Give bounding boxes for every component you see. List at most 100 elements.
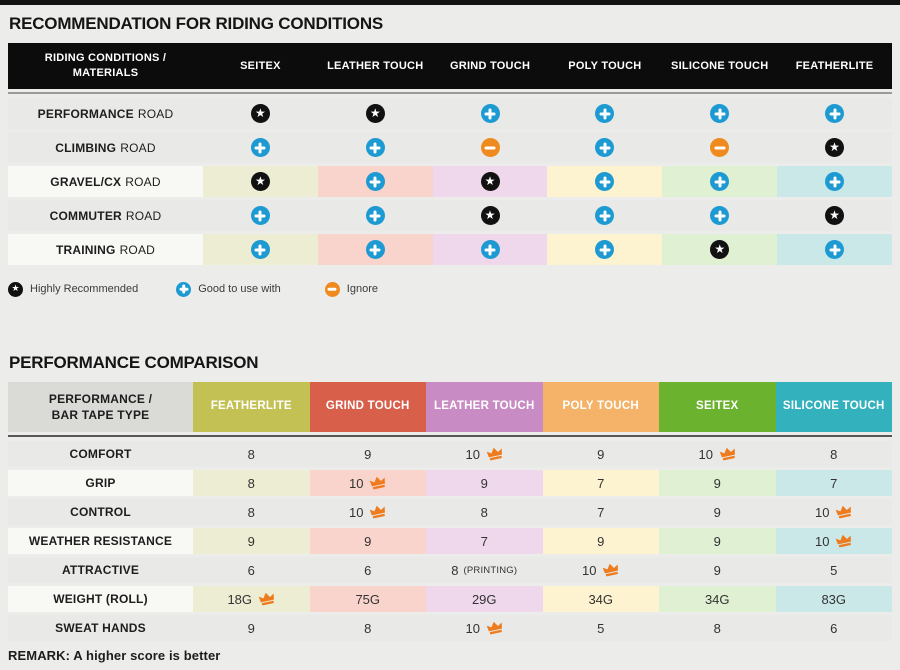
star-icon	[250, 104, 270, 123]
value-cell: 9	[659, 528, 776, 554]
row-label-bold: GRAVEL/CX	[50, 174, 122, 189]
rating-cell	[317, 98, 433, 129]
cell-value-suffix: (PRINTING)	[463, 564, 518, 576]
value-cell: 8	[193, 470, 310, 496]
value-cell: 9	[542, 528, 659, 554]
plus-icon	[710, 172, 730, 191]
page-content: RECOMMENDATION FOR RIDING CONDITIONS RID…	[0, 14, 900, 663]
column-header-silicone-touch: SILICONE TOUCH	[671, 59, 769, 72]
plus-icon	[250, 138, 270, 157]
column-header-leather-touch: LEATHER TOUCH	[327, 59, 424, 72]
value-cell: 10	[775, 528, 892, 554]
header-divider	[8, 92, 892, 94]
crown-icon	[486, 447, 502, 461]
plus-icon	[365, 138, 385, 157]
row-label: ATTRACTIVE	[8, 557, 193, 583]
cell-value: 10	[465, 620, 480, 636]
section2-title: PERFORMANCE COMPARISON	[9, 353, 259, 372]
row-label: PERFORMANCE ROAD	[8, 98, 203, 129]
rating-cell	[662, 234, 778, 265]
row-label: GRIP	[8, 470, 193, 496]
value-cell: 10	[309, 499, 426, 525]
riding-table-rows: PERFORMANCEROADCLIMBINGROADGRAVEL/CXROAD…	[8, 98, 892, 265]
plus-icon	[710, 206, 730, 225]
cell-value: 8	[713, 620, 721, 636]
value-cell: 8 (PRINTING)	[426, 557, 543, 583]
table-row: SWEAT HANDS 9 8 10 5 8 6	[8, 615, 892, 641]
cell-value: 8	[451, 562, 459, 578]
cell-value: 83G	[821, 591, 847, 607]
cell-value: 5	[597, 620, 605, 636]
crown-icon	[258, 592, 274, 606]
column-header-leather-touch: LEATHER TOUCH	[426, 382, 543, 432]
rating-cell	[317, 200, 433, 231]
crown-icon	[719, 447, 735, 461]
minus-icon	[480, 138, 500, 157]
table-row: COMMUTER ROAD	[8, 200, 892, 231]
crown-icon	[603, 563, 619, 577]
row-label-rest: ROAD	[119, 242, 156, 257]
legend-item-good-to-use: Good to use with	[176, 281, 281, 297]
value-cell: 8	[309, 615, 426, 641]
row-label: SWEAT HANDS	[8, 615, 193, 641]
rating-cell	[317, 234, 433, 265]
value-cell: 5	[775, 557, 892, 583]
value-cell: 8	[775, 441, 892, 467]
legend: Highly Recommended Good to use with Igno…	[8, 281, 892, 297]
cell-value: 9	[597, 533, 605, 549]
cell-value: 9	[247, 620, 255, 636]
remark: REMARK: A higher score is better	[8, 648, 221, 663]
row-label: CONTROL	[8, 499, 193, 525]
cell-value: 8	[247, 475, 255, 491]
rating-cell	[203, 166, 318, 197]
value-cell: 9	[193, 615, 310, 641]
row-label-rest: ROAD	[120, 140, 156, 155]
value-cell: 7	[426, 528, 543, 554]
row-label-rest: ROAD	[125, 208, 162, 223]
cell-value: 10	[815, 533, 830, 549]
rating-cell	[547, 234, 663, 265]
rating-cell	[662, 132, 778, 163]
star-icon	[480, 206, 500, 225]
rating-cell	[777, 166, 892, 197]
performance-table: PERFORMANCE / BAR TAPE TYPE FEATHERLITE G…	[8, 382, 892, 641]
cell-value: 10	[349, 504, 364, 520]
cell-value: 8	[364, 620, 372, 636]
value-cell: 9	[309, 528, 426, 554]
value-cell: 6	[193, 557, 310, 583]
cell-value: 7	[480, 533, 488, 549]
legend-label: Ignore	[346, 283, 378, 295]
column-header-materials: RIDING CONDITIONS / MATERIALS	[44, 52, 167, 79]
rating-cell	[432, 98, 548, 129]
row-label: GRAVEL/CX ROAD	[8, 166, 203, 197]
legend-label: Good to use with	[198, 283, 281, 295]
crown-icon	[370, 505, 386, 519]
rating-cell	[662, 98, 778, 129]
value-cell: 10	[426, 615, 543, 641]
rating-cell	[203, 98, 318, 129]
plus-icon	[595, 172, 615, 191]
cell-value: 9	[247, 533, 255, 549]
performance-table-rows: COMFORT 8 9 10 9 10 8 GRIP 8 10 9 7 9 7 CONTROL 8 10 8 7 9 1…	[8, 441, 892, 641]
rating-cell	[432, 132, 548, 163]
rating-cell	[432, 200, 548, 231]
cell-value: 34G	[704, 591, 730, 607]
cell-value: 7	[830, 475, 838, 491]
column-header-poly-touch: POLY TOUCH	[568, 59, 642, 72]
legend-item-ignore: Ignore	[324, 281, 378, 297]
column-header-grind-touch: GRIND TOUCH	[449, 59, 531, 72]
column-header-poly-touch: POLY TOUCH	[542, 382, 659, 432]
row-label-rest: ROAD	[125, 174, 161, 189]
star-icon	[825, 206, 845, 225]
column-header-seitex: SEITEX	[240, 59, 281, 72]
rating-cell	[662, 166, 778, 197]
value-cell: 10	[659, 441, 776, 467]
value-cell: 5	[542, 615, 659, 641]
value-cell: 9	[542, 441, 659, 467]
minus-icon	[710, 138, 730, 157]
value-cell: 9	[193, 528, 310, 554]
rating-cell	[317, 132, 433, 163]
plus-icon	[595, 104, 615, 123]
row-label: WEIGHT (ROLL)	[8, 586, 193, 612]
plus-icon	[595, 206, 615, 225]
